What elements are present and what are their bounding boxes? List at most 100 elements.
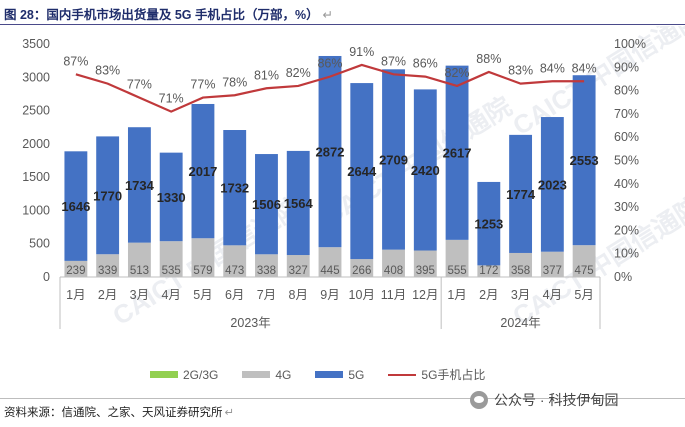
- data-label-ratio: 83%: [95, 64, 120, 78]
- data-label-ratio: 88%: [476, 52, 501, 66]
- x-tick-label: 9月: [320, 288, 339, 302]
- legend-label-5g: 5G: [348, 367, 365, 382]
- year-group-label: 2024年: [500, 316, 540, 330]
- y2-tick-label: 50%: [614, 154, 639, 168]
- data-label-5g: 2553: [570, 153, 599, 168]
- data-label-4g: 475: [575, 265, 594, 277]
- y-tick-label: 2500: [22, 104, 50, 118]
- legend-item-4g: 4G: [242, 366, 291, 383]
- legend-swatch-ratio: [388, 373, 417, 376]
- data-label-5g: 1564: [284, 196, 314, 211]
- source-pilcrow: ↵: [224, 407, 235, 419]
- data-label-5g: 2023: [538, 177, 567, 192]
- bar-4g: [382, 249, 405, 277]
- ratio-line: [75, 63, 585, 113]
- data-label-4g: 266: [352, 265, 371, 277]
- x-tick-label: 10月: [349, 288, 375, 302]
- x-tick-label: 5月: [193, 288, 212, 302]
- bar-5g: [445, 65, 469, 240]
- source-text: 资料来源：信通院、之家、天风证券研究所: [4, 407, 223, 419]
- x-tick-label: 8月: [289, 288, 308, 302]
- chart-title: 图 28：国内手机市场出货量及 5G 手机占比（万部，%） ↵: [4, 4, 333, 23]
- data-label-ratio: 84%: [572, 61, 597, 75]
- bar-4g: [96, 254, 120, 277]
- data-label-5g: 2420: [411, 163, 440, 178]
- data-label-ratio: 77%: [190, 78, 215, 92]
- bar-5g: [159, 152, 183, 242]
- y-tick-label: 3000: [22, 70, 50, 84]
- legend-item-5g: 5G: [315, 366, 364, 383]
- year-group-label: 2023年: [230, 316, 270, 330]
- bar-4g: [191, 238, 215, 277]
- data-label-4g: 172: [479, 265, 498, 277]
- legend-label-ratio: 5G手机占比: [421, 368, 486, 382]
- bar-4g: [445, 239, 469, 277]
- bar-5g: [286, 150, 310, 256]
- data-label-ratio: 87%: [381, 54, 406, 68]
- data-label-4g: 395: [416, 265, 435, 277]
- x-tick-label: 2月: [479, 288, 498, 302]
- footer-divider: [0, 398, 685, 399]
- y-tick-label: 500: [29, 237, 50, 251]
- data-label-5g: 1774: [506, 187, 536, 202]
- bar-5g: [64, 151, 88, 261]
- data-label-4g: 555: [447, 265, 466, 277]
- y2-tick-label: 100%: [614, 37, 646, 51]
- data-label-4g: 408: [384, 265, 403, 277]
- data-label-4g: 579: [193, 265, 212, 277]
- x-tick-label: 6月: [225, 288, 244, 302]
- bar-4g: [255, 254, 278, 277]
- bar-5g: [350, 83, 374, 260]
- bar-5g: [413, 89, 437, 251]
- data-label-5g: 1770: [93, 188, 122, 203]
- data-label-4g: 339: [98, 265, 117, 277]
- x-tick-label: 3月: [511, 288, 530, 302]
- x-tick-label: 4月: [543, 288, 562, 302]
- data-label-ratio: 84%: [540, 61, 565, 75]
- y2-tick-label: 10%: [614, 247, 639, 261]
- bar-5g: [382, 69, 405, 250]
- y-tick-label: 1000: [22, 203, 50, 217]
- data-label-ratio: 81%: [254, 68, 279, 82]
- x-tick-label: 7月: [257, 288, 276, 302]
- data-label-5g: 1506: [252, 197, 281, 212]
- bar-5g: [127, 127, 151, 243]
- data-label-5g: 1253: [474, 217, 503, 232]
- bar-5g: [572, 75, 596, 246]
- data-label-ratio: 82%: [445, 66, 470, 80]
- y2-tick-label: 0%: [614, 270, 632, 284]
- data-label-5g: 2644: [347, 164, 377, 179]
- y2-tick-label: 20%: [614, 223, 639, 237]
- y2-tick-label: 90%: [614, 60, 639, 74]
- legend-item-2g3g: 2G/3G: [150, 366, 218, 383]
- watermark-text: 公众号 · 科技伊甸园: [494, 392, 619, 408]
- data-label-5g: 2872: [316, 145, 345, 160]
- bar-5g: [540, 117, 564, 252]
- y2-tick-label: 80%: [614, 84, 639, 98]
- data-label-4g: 327: [289, 265, 308, 277]
- wechat-watermark: 公众号 · 科技伊甸园: [470, 390, 618, 410]
- legend: 2G/3G 4G 5G 5G手机占比: [150, 366, 485, 383]
- legend-item-ratio: 5G手机占比: [388, 366, 485, 383]
- data-label-4g: 358: [511, 265, 530, 277]
- bar-4g: [286, 255, 310, 277]
- bar-4g: [540, 251, 564, 277]
- title-bar: 图 28：国内手机市场出货量及 5G 手机占比（万部，%） ↵: [0, 0, 685, 25]
- bar-4g: [127, 242, 151, 277]
- legend-swatch-5g: [315, 371, 344, 378]
- watermark-logo-2: CAICT 中国信通院: [507, 191, 685, 331]
- wechat-icon: [470, 391, 488, 409]
- x-tick-label: 4月: [161, 288, 180, 302]
- y2-tick-label: 40%: [614, 177, 639, 191]
- data-label-5g: 1646: [61, 199, 90, 214]
- bar-4g: [159, 241, 183, 277]
- y-tick-label: 2000: [22, 137, 50, 151]
- x-tick-label: 12月: [412, 288, 438, 302]
- data-label-5g: 2709: [379, 152, 408, 167]
- data-label-ratio: 77%: [127, 78, 152, 92]
- data-label-5g: 2017: [188, 164, 217, 179]
- data-label-4g: 513: [130, 265, 149, 277]
- data-label-5g: 1732: [220, 181, 249, 196]
- data-label-ratio: 82%: [286, 66, 311, 80]
